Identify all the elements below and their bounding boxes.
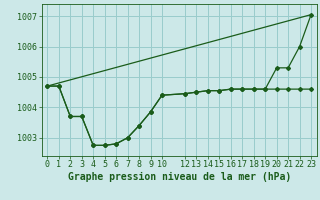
X-axis label: Graphe pression niveau de la mer (hPa): Graphe pression niveau de la mer (hPa) xyxy=(68,172,291,182)
